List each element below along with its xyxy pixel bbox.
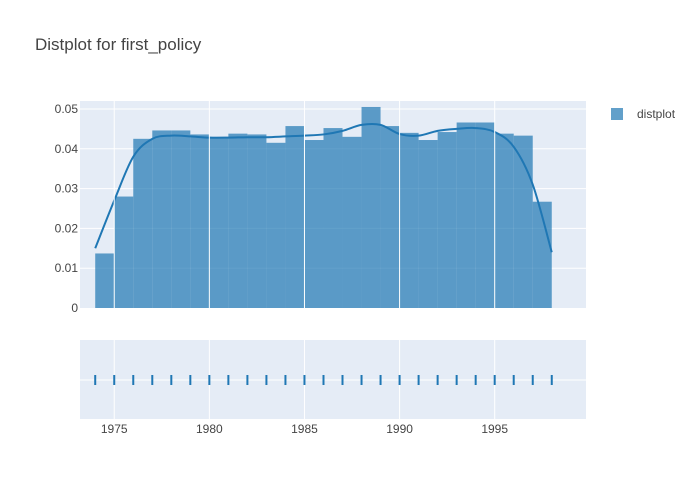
- x-tick-label: 1985: [291, 422, 318, 436]
- legend[interactable]: distplot: [611, 107, 676, 121]
- rug-panel: 1975 1980 1985 1990 1995: [80, 340, 586, 436]
- chart-title: Distplot for first_policy: [35, 35, 202, 54]
- x-tick-label: 1975: [101, 422, 128, 436]
- histogram-bar[interactable]: [380, 126, 400, 308]
- histogram-bar[interactable]: [456, 122, 476, 308]
- histogram-bar[interactable]: [228, 133, 248, 308]
- histogram-bar[interactable]: [342, 136, 362, 308]
- kde-curve[interactable]: [94, 122, 553, 253]
- histogram-bar[interactable]: [475, 122, 495, 308]
- histogram-bar[interactable]: [285, 126, 305, 308]
- x-tick-label: 1995: [481, 422, 508, 436]
- histogram-bar[interactable]: [437, 132, 457, 308]
- histogram-bar[interactable]: [152, 130, 172, 308]
- histogram-bar[interactable]: [532, 201, 552, 308]
- histogram-bar[interactable]: [133, 138, 153, 308]
- histogram-bar[interactable]: [361, 106, 381, 308]
- histogram-bar[interactable]: [399, 132, 419, 308]
- y-tick-label: 0.01: [55, 261, 79, 275]
- y-tick-label: 0.02: [55, 221, 79, 235]
- y-tick-label: 0.04: [55, 142, 79, 156]
- histogram-bar[interactable]: [494, 133, 514, 308]
- histogram-bar[interactable]: [171, 130, 191, 308]
- histogram-bar[interactable]: [95, 253, 115, 308]
- histogram-bar[interactable]: [266, 142, 286, 308]
- histogram-panel: 0 0.01 0.02 0.03 0.04 0.05: [55, 101, 586, 315]
- x-tick-label: 1980: [196, 422, 223, 436]
- histogram-bar[interactable]: [114, 196, 134, 308]
- legend-label[interactable]: distplot: [637, 107, 676, 121]
- histogram-bar[interactable]: [190, 134, 210, 308]
- legend-swatch[interactable]: [611, 108, 623, 120]
- histogram-bar[interactable]: [209, 136, 229, 308]
- y-tick-label: 0.05: [55, 102, 79, 116]
- y-tick-label: 0: [71, 301, 78, 315]
- histogram-bar[interactable]: [304, 140, 324, 308]
- y-tick-label: 0.03: [55, 182, 79, 196]
- histogram-bar[interactable]: [513, 135, 533, 308]
- histogram-bar[interactable]: [323, 128, 343, 308]
- histogram-bar[interactable]: [247, 134, 267, 308]
- x-tick-label: 1990: [386, 422, 413, 436]
- histogram-bar[interactable]: [418, 140, 438, 308]
